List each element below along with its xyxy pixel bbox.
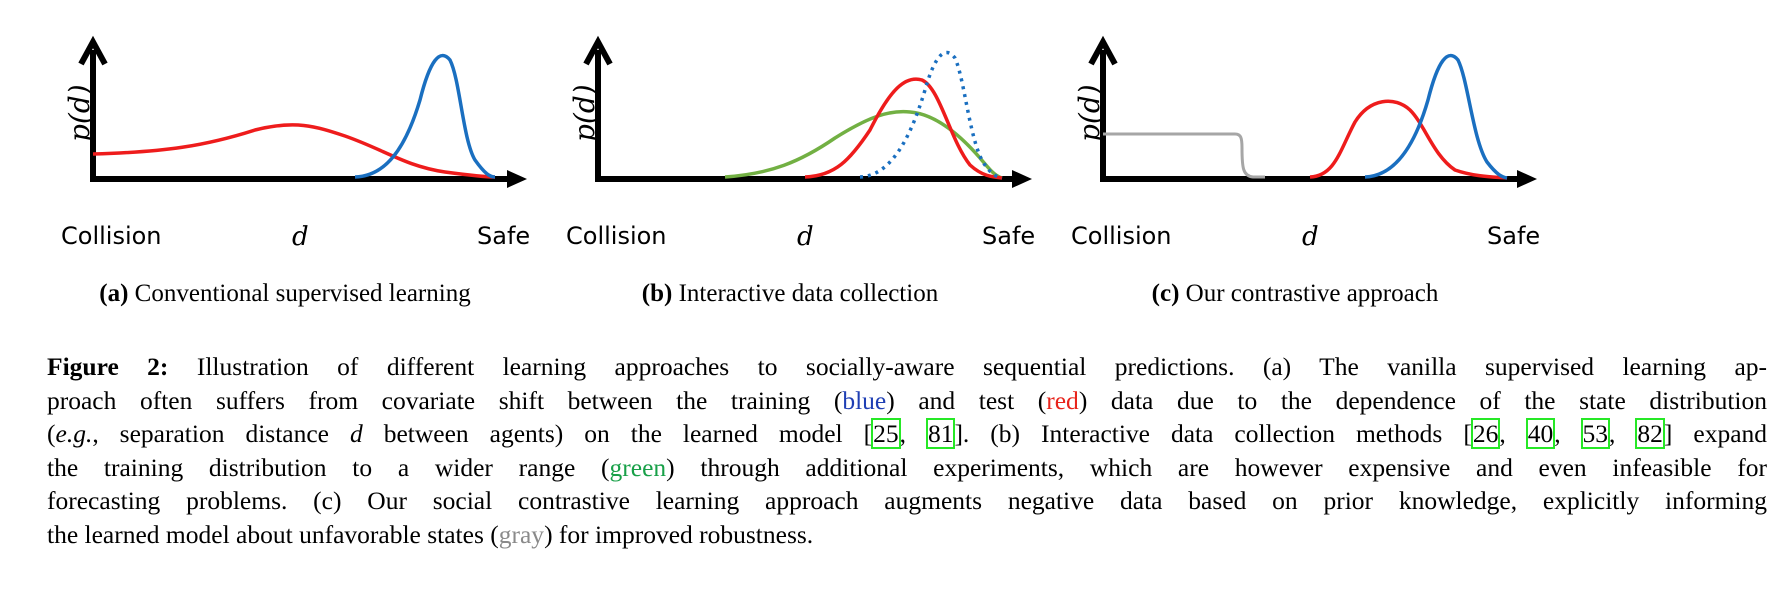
x-axis-mid-label: d — [797, 222, 814, 252]
citation-link[interactable]: 53 — [1580, 418, 1611, 449]
test-distribution-curve — [1309, 99, 1508, 180]
y-axis-label: p(d) — [63, 84, 96, 142]
citation-link[interactable]: 82 — [1635, 418, 1665, 449]
x-axis-left-label: Collision — [61, 222, 162, 250]
subfigure-c: p(d) Collision d Safe (c) Our contrastiv… — [1055, 30, 1615, 310]
training-distribution-curve — [354, 53, 496, 179]
y-axis-label: p(d) — [1073, 84, 1106, 142]
axis-x-arrow — [507, 170, 527, 188]
plot-a — [78, 35, 527, 188]
subfigure-label: (a) — [99, 280, 129, 307]
color-word-blue: blue — [842, 385, 887, 415]
axis-x-arrow — [1012, 170, 1032, 188]
caption-line-1: Figure 2: Illustration of different lear… — [47, 352, 1767, 381]
caption-line-2: proach often suffers from covariate shif… — [47, 385, 1768, 415]
plot-b — [583, 35, 1032, 188]
subfigure-a: p(d) Collision d Safe (a) Conventional s… — [45, 30, 605, 310]
subfigure-label: (b) — [641, 280, 673, 307]
x-axis-mid-label: d — [1302, 222, 1319, 252]
axis-y-arrow — [583, 35, 613, 66]
subfigure-text: Our contrastive approach — [1185, 280, 1439, 307]
axis-y-arrow — [1088, 35, 1118, 66]
test-distribution-curve — [92, 123, 496, 179]
caption-line-5: forecasting problems. (c) Our social con… — [47, 486, 1767, 515]
caption-label: Figure 2: — [47, 352, 169, 381]
figure-caption: Figure 2: Illustration of different lear… — [47, 350, 1767, 551]
x-axis-right-label: Safe — [982, 222, 1036, 250]
subfigure-label: (c) — [1151, 280, 1180, 307]
color-word-red: red — [1046, 385, 1079, 415]
x-axis-right-label: Safe — [477, 222, 531, 250]
subfigure-caption: (c) Our contrastive approach — [1015, 280, 1575, 308]
subfigure-caption: (b) Interactive data collection — [510, 280, 1070, 308]
color-word-green: green — [609, 452, 667, 482]
x-axis-left-label: Collision — [1071, 222, 1172, 250]
training-distribution-curve — [1364, 53, 1508, 180]
y-axis-label: p(d) — [568, 84, 601, 142]
citation-link[interactable]: 81 — [925, 418, 956, 449]
subfigure-caption: (a) Conventional supervised learning — [5, 280, 565, 308]
x-axis-left-label: Collision — [566, 222, 667, 250]
caption-line-4: the training distribution to a wider ran… — [47, 452, 1768, 482]
x-axis-right-label: Safe — [1487, 222, 1541, 250]
original-training-curve — [859, 50, 1003, 180]
citation-link[interactable]: 40 — [1525, 418, 1556, 449]
caption-line-3: (e.g., separation distance d between age… — [47, 418, 1768, 449]
wider-training-curve — [724, 109, 1003, 180]
subfigure-text: Conventional supervised learning — [134, 280, 471, 307]
negative-data-curve — [1103, 132, 1265, 179]
axis-y-arrow — [78, 35, 108, 66]
axis-x-arrow — [1517, 170, 1537, 188]
x-axis-mid-label: d — [292, 222, 309, 252]
subfigure-b: p(d) Collision d Safe (b) Interactive da… — [550, 30, 1110, 310]
test-distribution-curve — [804, 77, 1003, 180]
color-word-gray: gray — [498, 519, 545, 549]
plot-c — [1088, 35, 1537, 188]
subfigure-text: Interactive data collection — [678, 280, 939, 307]
caption-line-6: the learned model about unfavorable stat… — [47, 519, 814, 549]
citation-link[interactable]: 26 — [1470, 418, 1501, 449]
citation-link[interactable]: 25 — [871, 418, 901, 449]
